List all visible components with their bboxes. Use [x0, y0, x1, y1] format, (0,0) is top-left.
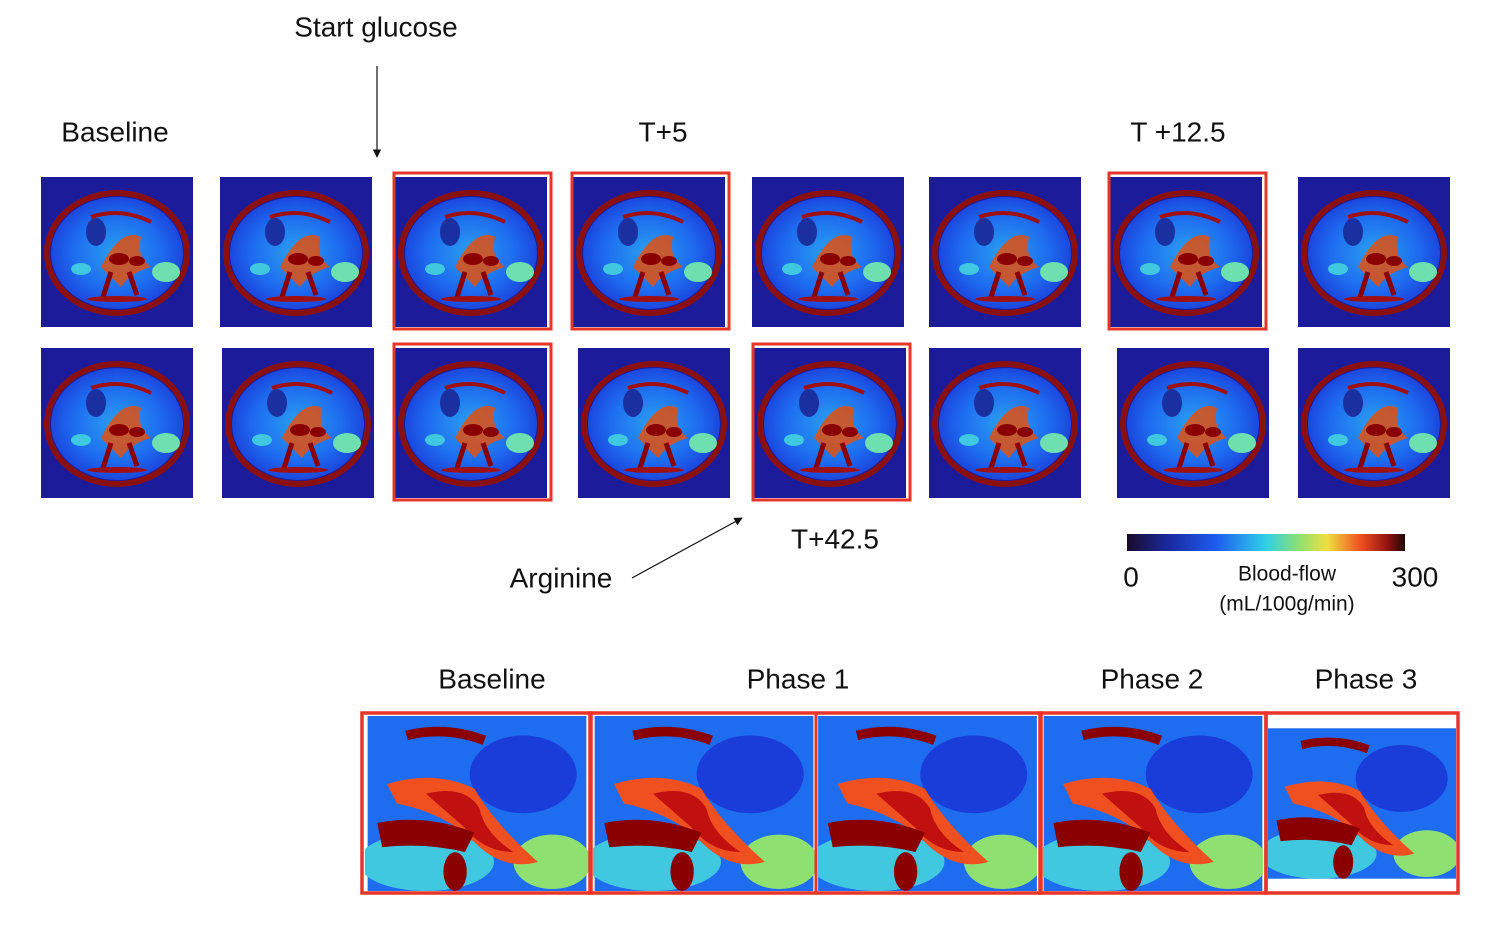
highlight-frame: [570, 171, 731, 331]
scan-thumbnail: [395, 348, 547, 498]
time-label: Baseline: [61, 116, 168, 147]
scan-thumbnail: [752, 177, 904, 327]
zoom-panel: [1034, 716, 1267, 891]
phase-label: Phase 3: [1315, 663, 1418, 694]
colorbar-max: 300: [1392, 561, 1439, 592]
scan-thumbnail: [578, 348, 730, 498]
annotation: Arginine: [510, 562, 613, 593]
colorbar-label: Blood-flow: [1238, 563, 1337, 586]
scan-thumbnail: [1298, 177, 1450, 327]
zoom-panel: [585, 716, 818, 891]
scan-thumbnail: [929, 177, 1081, 327]
zoom-panel: [358, 716, 591, 891]
colorbar-unit: (mL/100g/min): [1219, 593, 1354, 616]
highlight-frame: [1107, 171, 1268, 331]
highlight-frame: [751, 342, 912, 502]
scan-thumbnail: [220, 177, 372, 327]
scan-thumbnail: [222, 348, 374, 498]
scan-thumbnail: [41, 177, 193, 327]
phase-label: Phase 2: [1101, 663, 1204, 694]
colorbar-min: 0: [1123, 561, 1139, 592]
colorbar: [1127, 534, 1405, 551]
scan-thumbnail: [41, 348, 193, 498]
scan-thumbnail: [573, 177, 725, 327]
zoom-panel: [1260, 728, 1461, 878]
scan-thumbnail: [395, 177, 547, 327]
highlight-frame: [392, 342, 553, 502]
time-label: T+42.5: [791, 523, 879, 554]
zoom-panel: [808, 716, 1041, 891]
annotation: Start glucose: [294, 11, 457, 42]
scan-thumbnail: [1298, 348, 1450, 498]
phase-label: Phase 1: [747, 663, 850, 694]
scan-thumbnail: [1117, 348, 1269, 498]
time-label: T+5: [638, 116, 687, 147]
phase-label: Baseline: [438, 663, 545, 694]
highlight-frame: [392, 171, 553, 331]
arrow: [631, 517, 743, 579]
highlight-frame: [1264, 711, 1460, 895]
scan-thumbnail: [929, 348, 1081, 498]
scan-thumbnail: [1110, 177, 1262, 327]
time-label: T +12.5: [1130, 116, 1225, 147]
scan-thumbnail: [754, 348, 906, 498]
